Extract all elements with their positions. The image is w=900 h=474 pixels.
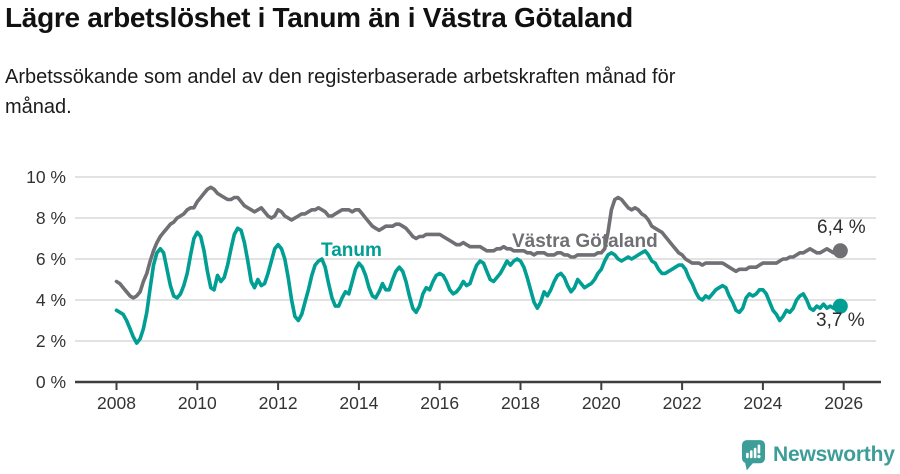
series-line-tanum bbox=[114, 226, 843, 345]
x-tick-label: 2018 bbox=[501, 393, 540, 413]
series-end-dot-tanum bbox=[832, 298, 848, 314]
chart-canvas: 0 % 2 % 4 % 6 % 8 % 10 % 2008 2010 2012 2014 2016 2… bbox=[26, 167, 881, 413]
y-tick-label: 10 % bbox=[26, 167, 66, 187]
end-value-label-tanum: 3,7 % bbox=[816, 310, 865, 331]
series-end-dot-vastra-gotaland bbox=[832, 243, 848, 259]
x-tick-label: 2016 bbox=[420, 393, 459, 413]
end-value-label-vastra-gotaland: 6,4 % bbox=[817, 217, 866, 238]
x-tick-label: 2014 bbox=[339, 393, 378, 413]
y-tick-label: 6 % bbox=[36, 249, 66, 269]
x-tick-label: 2024 bbox=[743, 393, 782, 413]
page-subtitle-line1: Arbetssökande som andel av den registerb… bbox=[5, 66, 676, 88]
newsworthy-bubble-chart-icon bbox=[741, 439, 766, 470]
page-subtitle: Arbetssökande som andel av den registerb… bbox=[5, 62, 675, 122]
y-tick-label: 0 % bbox=[36, 372, 66, 392]
page-title: Lägre arbetslöshet i Tanum än i Västra G… bbox=[5, 2, 633, 33]
x-tick-label: 2026 bbox=[824, 393, 863, 413]
x-tick-label: 2020 bbox=[582, 393, 621, 413]
newsworthy-logo-text: Newsworthy bbox=[773, 443, 895, 466]
y-tick-label: 2 % bbox=[36, 331, 66, 351]
x-tick-label: 2008 bbox=[97, 393, 136, 413]
newsworthy-logo[interactable]: Newsworthy bbox=[741, 439, 895, 471]
y-tick-label: 4 % bbox=[36, 290, 66, 310]
series-label-tanum: Tanum bbox=[321, 240, 382, 261]
series-line-vastra-gotaland bbox=[114, 185, 843, 300]
page-subtitle-line2: månad. bbox=[5, 96, 72, 118]
x-tick-label: 2012 bbox=[259, 393, 298, 413]
series-label-vastra-gotaland: Västra Götaland bbox=[512, 231, 658, 252]
x-tick-label: 2010 bbox=[178, 393, 217, 413]
unemployment-line-chart: 0 % 2 % 4 % 6 % 8 % 10 % 2008 2010 2012 2014 2016 2… bbox=[0, 155, 900, 450]
y-tick-label: 8 % bbox=[36, 208, 66, 228]
x-tick-label: 2022 bbox=[663, 393, 702, 413]
